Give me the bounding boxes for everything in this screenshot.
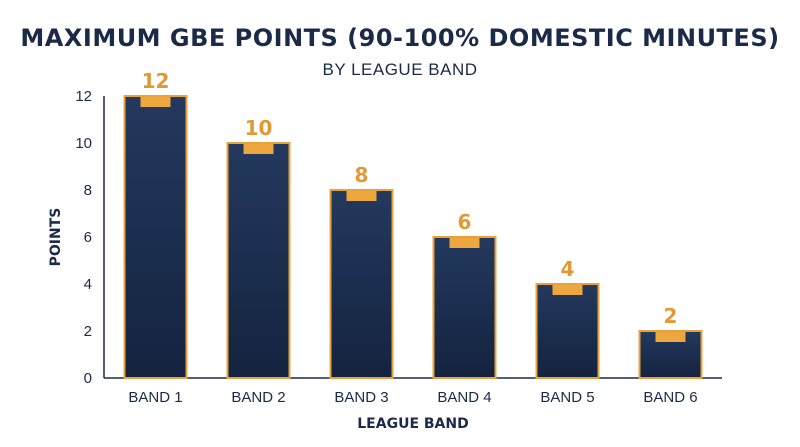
x-tick-label: BAND 4 (437, 389, 491, 406)
bar-cap (140, 97, 171, 107)
bar-value-label: 12 (142, 69, 170, 93)
chart-title: MAXIMUM GBE POINTS (90-100% DOMESTIC MIN… (20, 24, 780, 52)
x-tick-label: BAND 6 (643, 389, 697, 406)
y-tick-label: 6 (84, 229, 92, 246)
x-axis-label: LEAGUE BAND (357, 416, 468, 432)
bar (329, 189, 394, 379)
bar-value-label: 8 (355, 163, 369, 187)
bar-value-label: 6 (458, 210, 472, 234)
x-tick-label: BAND 3 (334, 389, 388, 406)
bar (226, 142, 291, 379)
bar-value-label: 2 (664, 304, 678, 328)
bar (535, 283, 600, 379)
category-labels: BAND 1 BAND 2 BAND 3 BAND 4 BAND 5 BAND 6 (128, 389, 697, 406)
y-tick-label: 2 (84, 323, 92, 340)
bar-value-label: 10 (245, 116, 273, 140)
chart-subtitle: BY LEAGUE BAND (322, 60, 478, 79)
bar-cap (449, 238, 480, 248)
bar-cap (552, 285, 583, 295)
bars: 12 10 8 6 4 2 (123, 69, 703, 379)
y-tick-label: 4 (84, 276, 92, 293)
y-tick-label: 12 (75, 88, 92, 105)
bar-cap (346, 191, 377, 201)
x-tick-label: BAND 2 (231, 389, 285, 406)
y-tick-label: 8 (84, 182, 92, 199)
y-tick-label: 0 (84, 370, 92, 387)
y-ticks: 0 2 4 6 8 10 12 (75, 88, 92, 387)
bar (123, 95, 188, 379)
x-tick-label: BAND 1 (128, 389, 182, 406)
bar-cap (655, 332, 686, 342)
x-tick-label: BAND 5 (540, 389, 594, 406)
bar (432, 236, 497, 379)
y-tick-label: 10 (75, 135, 92, 152)
bar-value-label: 4 (561, 257, 575, 281)
bar-cap (243, 144, 274, 154)
y-axis-label: POINTS (48, 208, 64, 267)
